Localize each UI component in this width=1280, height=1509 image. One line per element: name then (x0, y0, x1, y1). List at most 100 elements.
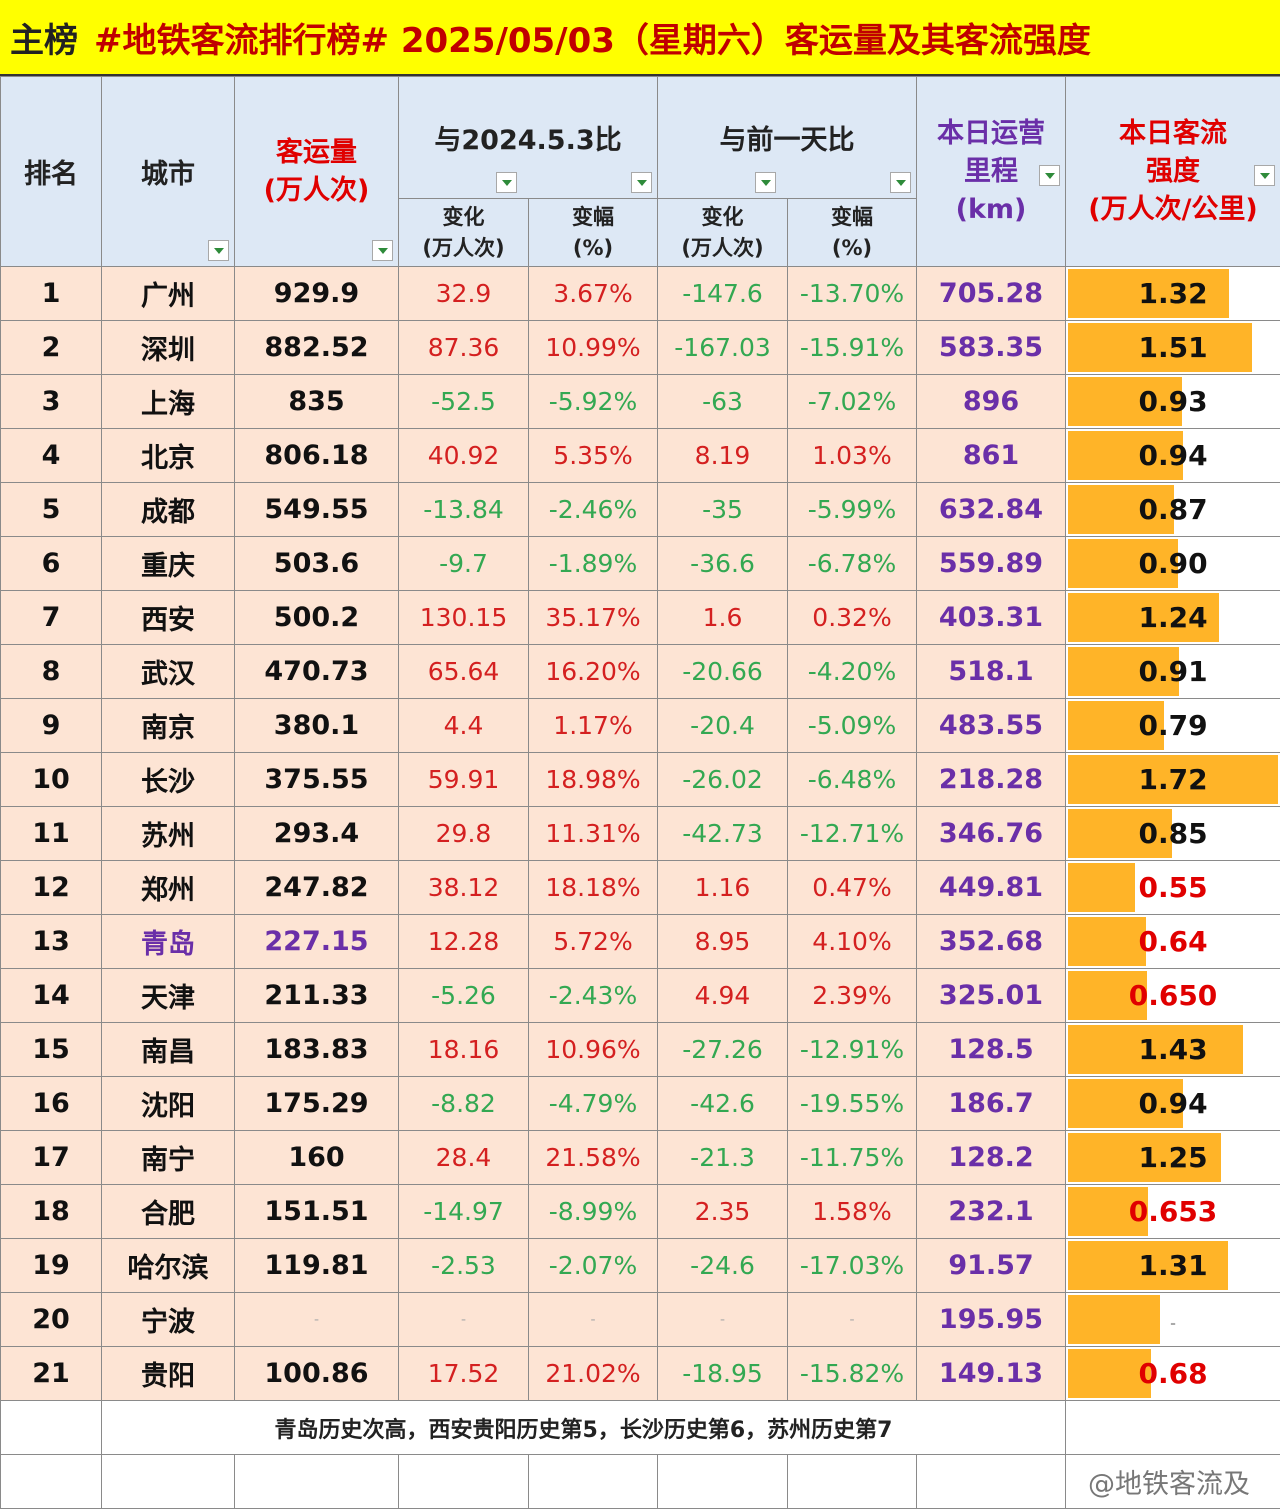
km-cell: 449.81 (916, 860, 1067, 915)
footnote: 青岛历史次高，西安贵阳历史第5，长沙历史第6，苏州历史第7 (100, 1400, 1067, 1455)
yoy-chg-cell: -52.5 (398, 374, 529, 429)
intensity-value: 1.43 (1138, 1033, 1208, 1066)
dod-pct-cell: -13.70% (787, 266, 918, 321)
header-yoy-pct: 变幅 (%) (527, 198, 659, 267)
table-row: 13 青岛 227.15 12.28 5.72% 8.95 4.10% 352.68 0.64 (0, 914, 1280, 969)
intensity-cell: 0.94 (1065, 428, 1280, 483)
dod-chg-cell: 1.16 (657, 860, 789, 915)
header-dod-group: 与前一天比 (657, 76, 918, 199)
yoy-chg-cell: -8.82 (398, 1076, 529, 1131)
volume-cell: 175.29 (234, 1076, 399, 1131)
city-cell: 哈尔滨 (101, 1238, 235, 1293)
dod-chg-cell: 8.95 (657, 914, 789, 969)
filter-dropdown-icon[interactable] (631, 172, 653, 193)
city-cell: 沈阳 (101, 1076, 235, 1131)
filter-dropdown-icon[interactable] (755, 172, 777, 193)
city-cell: 天津 (101, 968, 235, 1023)
yoy-chg-cell: 130.15 (398, 590, 529, 645)
yoy-pct-cell: 35.17% (527, 590, 659, 645)
volume-cell: 835 (234, 374, 399, 429)
rank-cell: 3 (0, 374, 102, 429)
dod-pct-cell: -4.20% (787, 644, 918, 699)
header-yoy-change: 变化 (万人次) (398, 198, 529, 267)
filter-dropdown-icon[interactable] (496, 172, 518, 193)
intensity-value: 0.650 (1128, 979, 1218, 1012)
table-row: 1 广州 929.9 32.9 3.67% -147.6 -13.70% 705.28 1.32 (0, 266, 1280, 321)
intensity-cell: 0.79 (1065, 698, 1280, 753)
dod-chg-cell: -35 (657, 482, 789, 537)
filter-dropdown-icon[interactable] (890, 172, 912, 193)
rank-cell: 17 (0, 1130, 102, 1185)
dod-pct-cell: -12.71% (787, 806, 918, 861)
intensity-bar (1068, 755, 1279, 804)
intensity-bar (1068, 1025, 1243, 1074)
intensity-value: 1.51 (1138, 331, 1208, 364)
dod-chg-cell: -24.6 (657, 1238, 789, 1293)
yoy-pct-cell: -2.07% (527, 1238, 659, 1293)
yoy-pct-cell: 10.96% (527, 1022, 659, 1077)
filter-dropdown-icon[interactable] (1254, 165, 1276, 186)
city-cell: 青岛 (101, 914, 235, 969)
yoy-pct-cell: -1.89% (527, 536, 659, 591)
footer-blank (398, 1454, 529, 1509)
intensity-bar (1068, 701, 1165, 750)
table-row: 6 重庆 503.6 -9.7 -1.89% -36.6 -6.78% 559.89 0.90 (0, 536, 1280, 591)
rank-cell: 4 (0, 428, 102, 483)
intensity-cell: 0.90 (1065, 536, 1280, 591)
volume-cell: 503.6 (234, 536, 399, 591)
intensity-bar (1068, 431, 1183, 480)
yoy-pct-cell: 21.02% (527, 1346, 659, 1401)
intensity-bar (1068, 971, 1148, 1020)
dod-pct-cell: 0.47% (787, 860, 918, 915)
city-cell: 深圳 (101, 320, 235, 375)
yoy-chg-cell: -14.97 (398, 1184, 529, 1239)
rank-cell: 9 (0, 698, 102, 753)
dod-pct-cell: -6.48% (787, 752, 918, 807)
filter-dropdown-icon[interactable] (1039, 165, 1061, 186)
yoy-pct-cell: -2.43% (527, 968, 659, 1023)
intensity-value: 1.24 (1138, 601, 1208, 634)
intensity-bar (1068, 1079, 1183, 1128)
km-cell: 232.1 (916, 1184, 1067, 1239)
intensity-value: 0.91 (1138, 655, 1208, 688)
city-cell: 长沙 (101, 752, 235, 807)
table-row: 8 武汉 470.73 65.64 16.20% -20.66 -4.20% 518.1 0.9… (0, 644, 1280, 699)
intensity-cell: 0.91 (1065, 644, 1280, 699)
dod-pct-cell: 4.10% (787, 914, 918, 969)
dod-pct-cell: -5.99% (787, 482, 918, 537)
intensity-bar (1068, 1349, 1152, 1398)
km-cell: 896 (916, 374, 1067, 429)
footer-blank (916, 1454, 1067, 1509)
dod-pct-cell: 1.58% (787, 1184, 918, 1239)
yoy-chg-cell: 65.64 (398, 644, 529, 699)
yoy-pct-cell: 18.18% (527, 860, 659, 915)
city-cell: 南昌 (101, 1022, 235, 1077)
watermark-handle: @地铁客流及 (1088, 1469, 1250, 1500)
dod-chg-cell: -26.02 (657, 752, 789, 807)
dod-pct-cell: - (787, 1292, 918, 1347)
volume-cell: 211.33 (234, 968, 399, 1023)
intensity-cell: 1.25 (1065, 1130, 1280, 1185)
dod-chg-cell: -36.6 (657, 536, 789, 591)
intensity-value: 0.653 (1128, 1195, 1218, 1228)
rank-cell: 1 (0, 266, 102, 321)
km-cell: 186.7 (916, 1076, 1067, 1131)
footer-blank (787, 1454, 918, 1509)
footer-blank (0, 1400, 102, 1455)
dod-chg-cell: -42.6 (657, 1076, 789, 1131)
intensity-value: 1.32 (1138, 277, 1208, 310)
volume-cell: 470.73 (234, 644, 399, 699)
intensity-bar (1068, 917, 1147, 966)
header-intensity: 本日客流 强度 (万人次/公里) (1065, 76, 1280, 267)
rank-cell: 19 (0, 1238, 102, 1293)
table-row: 5 成都 549.55 -13.84 -2.46% -35 -5.99% 632.84 0.87 (0, 482, 1280, 537)
filter-dropdown-icon[interactable] (208, 240, 229, 261)
intensity-cell: 0.68 (1065, 1346, 1280, 1401)
title-text: #地铁客流排行榜# 2025/05/03（星期六）客运量及其客流强度 (94, 20, 1091, 61)
table-row: 2 深圳 882.52 87.36 10.99% -167.03 -15.91% 583.35… (0, 320, 1280, 375)
volume-cell: 119.81 (234, 1238, 399, 1293)
yoy-pct-cell: 3.67% (527, 266, 659, 321)
volume-cell: 227.15 (234, 914, 399, 969)
filter-dropdown-icon[interactable] (372, 240, 393, 261)
table-row: 11 苏州 293.4 29.8 11.31% -42.73 -12.71% 346.76 0.… (0, 806, 1280, 861)
